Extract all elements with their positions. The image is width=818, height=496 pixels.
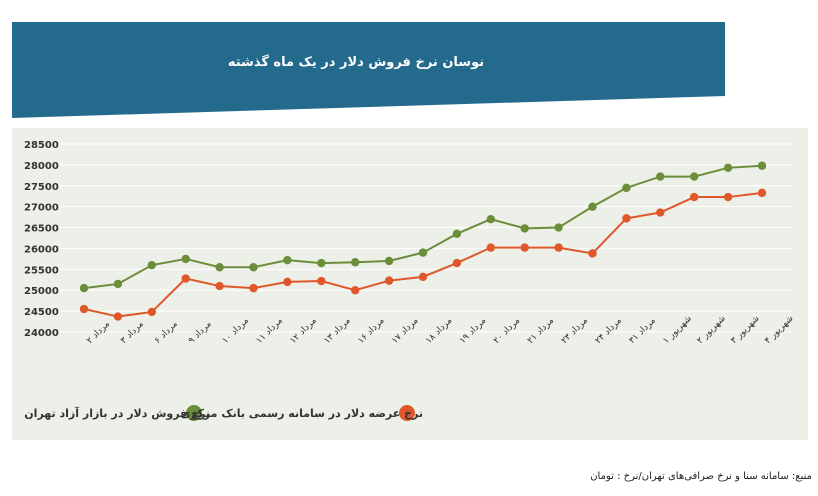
series-layer — [79, 161, 767, 321]
data-point — [351, 286, 360, 295]
data-point — [418, 272, 428, 282]
x-tick-label: مرداد ۲ — [85, 319, 112, 346]
y-tick-label: 25000 — [24, 286, 59, 297]
data-point — [520, 224, 529, 233]
data-point — [283, 255, 292, 265]
x-tick-label: مرداد ۲۴ — [594, 316, 624, 346]
data-point — [588, 249, 597, 258]
data-point — [520, 243, 529, 252]
data-point — [622, 214, 631, 223]
data-point — [215, 263, 224, 272]
data-point — [554, 243, 563, 252]
x-tick-label: مرداد ۱۲ — [288, 316, 318, 346]
data-point — [418, 248, 428, 257]
data-point — [486, 215, 495, 224]
y-tick-label: 24000 — [24, 328, 59, 339]
data-point — [690, 172, 699, 181]
x-tick-label: مرداد ۲۱ — [526, 316, 556, 346]
y-tick-label: 27500 — [24, 182, 59, 193]
x-tick-label: شهریور ۲ — [695, 314, 727, 346]
data-point — [181, 254, 190, 264]
data-point — [384, 276, 394, 285]
data-point — [554, 223, 563, 232]
y-tick-label: 26500 — [24, 224, 59, 235]
data-point — [147, 307, 156, 317]
legend-marker — [186, 405, 202, 421]
data-point — [249, 283, 258, 293]
data-point — [757, 161, 767, 170]
y-tick-label: 26000 — [24, 244, 59, 255]
grid-lines — [58, 143, 792, 333]
x-tick-label: مرداد ۱۹ — [458, 316, 488, 346]
y-tick-label: 24500 — [24, 307, 59, 318]
legend-label: نرخ فروش دلار در بازار آزاد تهران — [24, 406, 210, 420]
series-2 — [79, 188, 767, 321]
y-tick-label: 28000 — [24, 161, 59, 172]
data-point — [79, 304, 89, 314]
series-1 — [79, 161, 767, 293]
legend-item-2: نرخ عرضه دلار در سامانه رسمی بانک مرکزی — [181, 405, 423, 421]
x-tick-label: مرداد ۶ — [153, 319, 180, 346]
legend-marker — [399, 405, 415, 421]
data-point — [656, 208, 665, 217]
data-point — [656, 172, 665, 181]
data-point — [622, 183, 631, 193]
x-tick-label: مرداد ۱۸ — [424, 316, 454, 346]
line-chart: 24000 24500 25000 25500 26000 26500 27000 27500… — [24, 140, 795, 421]
legend-label: نرخ عرضه دلار در سامانه رسمی بانک مرکزی — [181, 407, 423, 420]
y-axis-ticks: 24000 24500 25000 25500 26000 26500 27000 27500… — [24, 140, 59, 339]
data-point — [317, 276, 326, 286]
data-point — [113, 279, 123, 289]
legend-item-1: نرخ فروش دلار در بازار آزاد تهران — [24, 405, 210, 421]
header-banner: نوسان نرخ فروش دلار در یک ماه گذشته — [12, 22, 725, 118]
data-point — [181, 274, 190, 283]
data-point — [588, 202, 597, 211]
y-tick-label: 25500 — [24, 265, 59, 276]
x-tick-label: مرداد ۲۰ — [492, 316, 522, 346]
data-point — [249, 263, 258, 272]
data-point — [317, 258, 326, 268]
page-title: نوسان نرخ فروش دلار در یک ماه گذشته — [228, 54, 484, 70]
data-point — [283, 277, 292, 287]
x-tick-label: مرداد ۳ — [119, 319, 146, 346]
x-tick-label: مرداد ۱۱ — [255, 316, 285, 346]
x-tick-label: مرداد ۱۳ — [322, 316, 352, 346]
y-tick-label: 28500 — [24, 140, 59, 151]
x-tick-label: مرداد ۱۰ — [221, 316, 251, 346]
x-axis-ticks: مرداد ۲ مرداد ۳ مرداد ۶ مرداد ۹ مرداد ۱۰ مردا… — [85, 314, 795, 346]
x-tick-label: مرداد ۹ — [187, 319, 214, 346]
y-tick-label: 27000 — [24, 203, 59, 214]
data-point — [113, 312, 123, 321]
data-point — [723, 192, 733, 202]
data-point — [215, 281, 224, 291]
x-tick-label: مرداد ۲۳ — [560, 316, 590, 346]
header-banner-shape — [12, 22, 725, 118]
x-tick-label: شهریور ۱ — [661, 314, 693, 346]
data-point — [79, 283, 89, 293]
x-tick-label: مرداد ۱۷ — [390, 316, 420, 346]
x-tick-label: مرداد ۳۱ — [627, 316, 657, 346]
data-point — [486, 243, 495, 252]
x-tick-label: مرداد ۱۶ — [356, 316, 386, 346]
chart-panel: 24000 24500 25000 25500 26000 26500 27000 27500… — [12, 128, 808, 440]
x-tick-label: شهریور ۴ — [763, 314, 795, 346]
data-point — [384, 256, 394, 266]
data-point — [147, 260, 156, 270]
data-point — [452, 229, 462, 239]
data-point — [723, 163, 733, 173]
data-point — [351, 258, 360, 267]
source-note: منبع: سامانه سنا و نرخ صرافی‌های تهران/ن… — [590, 471, 812, 482]
x-tick-label: شهریور ۳ — [729, 314, 761, 346]
data-point — [690, 192, 699, 202]
data-point — [452, 258, 462, 268]
data-point — [757, 188, 767, 198]
